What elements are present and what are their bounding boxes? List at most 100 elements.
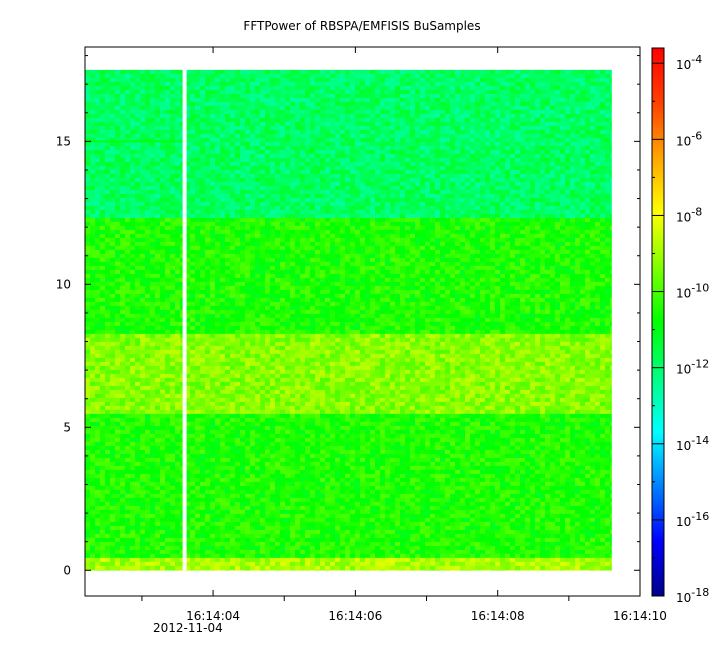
heatmap-cell bbox=[160, 97, 166, 103]
heatmap-cell bbox=[95, 109, 101, 115]
heatmap-cell bbox=[415, 205, 421, 211]
heatmap-cell bbox=[610, 189, 612, 195]
heatmap-cell bbox=[480, 101, 486, 107]
heatmap-cell bbox=[320, 153, 326, 159]
heatmap-cell bbox=[405, 117, 411, 123]
heatmap-cell bbox=[150, 173, 156, 179]
heatmap-cell bbox=[215, 145, 221, 151]
heatmap-cell bbox=[90, 189, 96, 195]
heatmap-cell bbox=[450, 141, 456, 147]
heatmap-cell bbox=[245, 233, 251, 239]
heatmap-cell bbox=[265, 125, 271, 131]
heatmap-cell bbox=[470, 197, 476, 203]
heatmap-cell bbox=[400, 121, 406, 127]
heatmap-cell bbox=[225, 205, 231, 211]
heatmap-cell bbox=[580, 237, 586, 243]
heatmap-cell bbox=[455, 113, 461, 119]
heatmap-cell bbox=[390, 89, 396, 95]
heatmap-cell bbox=[540, 85, 546, 91]
heatmap-cell bbox=[110, 253, 116, 259]
heatmap-cell bbox=[570, 117, 576, 123]
heatmap-cell bbox=[135, 157, 141, 163]
heatmap-cell bbox=[350, 253, 356, 259]
heatmap-cell bbox=[290, 173, 296, 179]
heatmap-cell bbox=[405, 237, 411, 243]
heatmap-cell bbox=[530, 189, 536, 195]
heatmap-cell bbox=[340, 105, 346, 111]
heatmap-cell bbox=[190, 165, 196, 171]
heatmap-cell bbox=[520, 77, 526, 83]
heatmap-cell bbox=[85, 189, 91, 195]
heatmap-cell bbox=[125, 149, 131, 155]
heatmap-cell bbox=[235, 137, 241, 143]
heatmap-cell bbox=[165, 157, 171, 163]
heatmap-cell bbox=[495, 173, 501, 179]
heatmap-cell bbox=[150, 105, 156, 111]
heatmap-cell bbox=[445, 185, 451, 191]
heatmap-cell bbox=[555, 121, 561, 127]
heatmap-cell bbox=[360, 145, 366, 151]
heatmap-cell bbox=[365, 225, 371, 231]
heatmap-cell bbox=[85, 233, 91, 239]
heatmap-cell bbox=[145, 181, 151, 187]
heatmap-cell bbox=[390, 173, 396, 179]
heatmap-cell bbox=[490, 105, 496, 111]
heatmap-cell bbox=[515, 93, 521, 99]
heatmap-cell bbox=[575, 161, 581, 167]
heatmap-cell bbox=[285, 241, 291, 247]
heatmap-cell bbox=[85, 97, 91, 103]
heatmap-cell bbox=[280, 117, 286, 123]
heatmap-cell bbox=[390, 185, 396, 191]
heatmap-cell bbox=[520, 213, 526, 219]
heatmap-cell bbox=[255, 197, 261, 203]
heatmap-cell bbox=[320, 81, 326, 87]
heatmap-cell bbox=[550, 217, 556, 223]
heatmap-cell bbox=[170, 129, 176, 135]
heatmap-cell bbox=[275, 237, 281, 243]
heatmap-cell bbox=[455, 209, 461, 215]
heatmap-cell bbox=[280, 121, 286, 127]
heatmap-cell bbox=[150, 197, 156, 203]
heatmap-cell bbox=[185, 153, 191, 159]
heatmap-cell bbox=[480, 121, 486, 127]
heatmap-cell bbox=[520, 241, 526, 247]
heatmap-cell bbox=[365, 93, 371, 99]
heatmap-cell bbox=[535, 117, 541, 123]
heatmap-cell bbox=[85, 257, 91, 263]
heatmap-cell bbox=[185, 201, 191, 207]
heatmap-cell bbox=[460, 153, 466, 159]
heatmap-cell bbox=[340, 81, 346, 87]
heatmap-cell bbox=[250, 145, 256, 151]
heatmap-cell bbox=[375, 245, 381, 251]
heatmap-cell bbox=[425, 69, 431, 75]
heatmap-cell bbox=[380, 237, 386, 243]
heatmap-cell bbox=[100, 77, 106, 83]
heatmap-cell bbox=[150, 221, 156, 227]
heatmap-cell bbox=[240, 133, 246, 139]
heatmap-cell bbox=[255, 101, 261, 107]
heatmap-cell bbox=[530, 85, 536, 91]
heatmap-cell bbox=[490, 201, 496, 207]
heatmap-cell bbox=[600, 193, 606, 199]
heatmap-cell bbox=[205, 245, 211, 251]
heatmap-cell bbox=[490, 249, 496, 255]
heatmap-cell bbox=[130, 241, 136, 247]
heatmap-cell bbox=[160, 193, 166, 199]
heatmap-cell bbox=[375, 85, 381, 91]
heatmap-cell bbox=[555, 253, 561, 259]
heatmap-cell bbox=[205, 109, 211, 115]
heatmap-cell bbox=[385, 101, 391, 107]
heatmap-cell bbox=[435, 145, 441, 151]
heatmap-cell bbox=[110, 237, 116, 243]
heatmap-cell bbox=[515, 133, 521, 139]
heatmap-cell bbox=[215, 233, 221, 239]
heatmap-cell bbox=[465, 153, 471, 159]
heatmap-cell bbox=[305, 89, 311, 95]
heatmap-cell bbox=[90, 213, 96, 219]
heatmap-cell bbox=[95, 145, 101, 151]
heatmap-cell bbox=[605, 133, 611, 139]
heatmap-cell bbox=[340, 229, 346, 235]
heatmap-cell bbox=[255, 189, 261, 195]
heatmap-cell bbox=[375, 221, 381, 227]
